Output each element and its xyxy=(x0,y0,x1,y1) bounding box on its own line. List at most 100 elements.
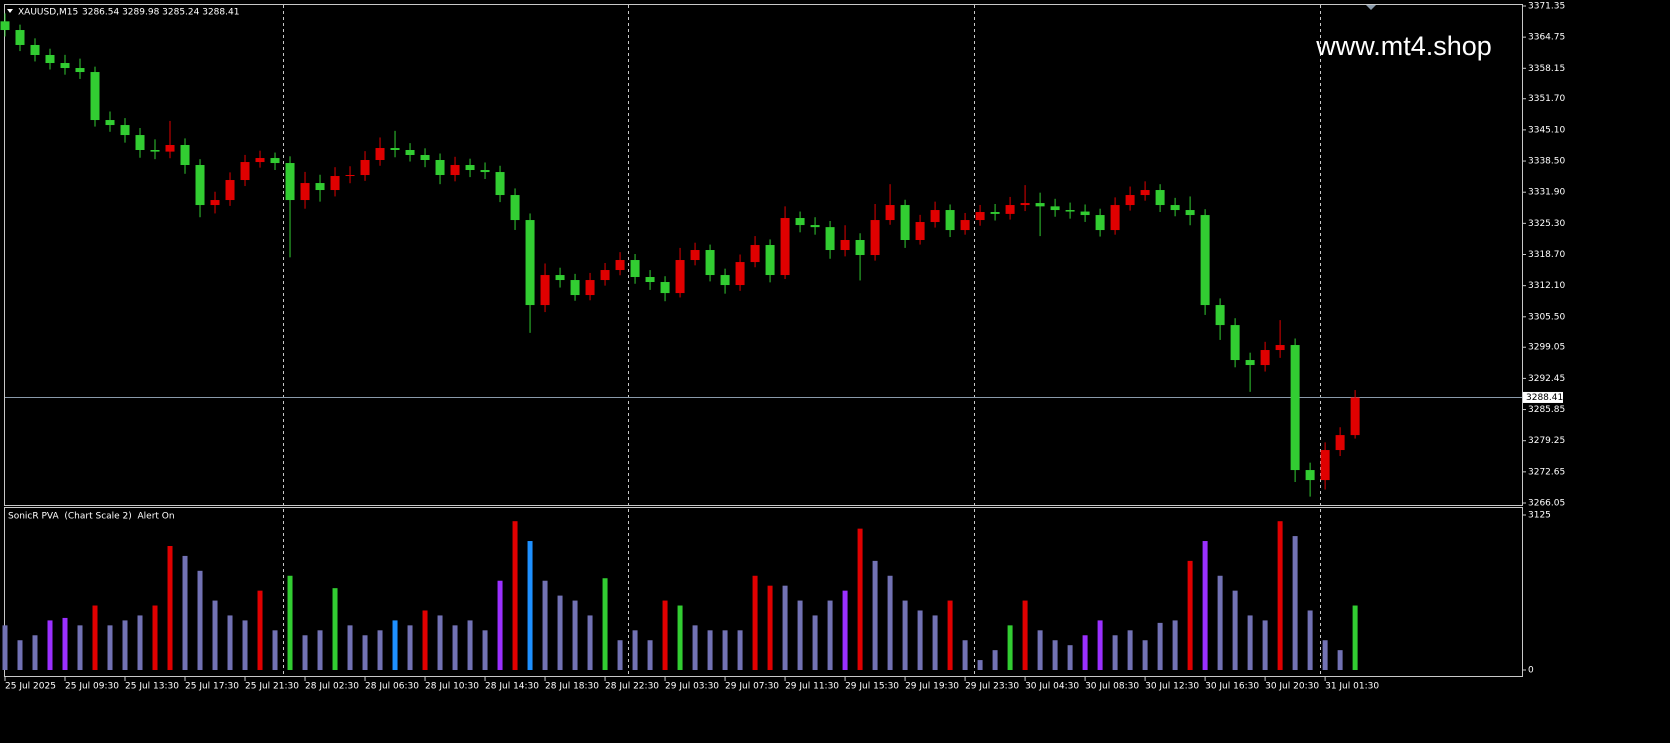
volume-bar xyxy=(407,625,413,670)
y-tick-label: 3312.10 xyxy=(1528,281,1565,291)
volume-bar xyxy=(257,590,263,670)
candle-body xyxy=(315,183,325,191)
y-tick-label: 0 xyxy=(1528,666,1534,676)
candle-body xyxy=(1320,450,1330,481)
volume-bar xyxy=(392,620,398,670)
volume-bar xyxy=(1292,536,1298,670)
candle-body xyxy=(1080,211,1090,216)
x-tick-label: 25 Jul 13:30 xyxy=(125,682,179,692)
x-tick-label: 29 Jul 15:30 xyxy=(845,682,899,692)
y-tick-label: 3272.65 xyxy=(1528,467,1565,477)
candle-body xyxy=(1200,215,1210,306)
candle-body xyxy=(375,148,385,161)
volume-bar xyxy=(917,610,923,670)
candle-body xyxy=(225,180,235,201)
x-tick-label: 25 Jul 09:30 xyxy=(65,682,119,692)
volume-bar xyxy=(182,555,188,670)
volume-bar xyxy=(632,630,638,670)
volume-bar xyxy=(827,600,833,670)
volume-bar xyxy=(1232,590,1238,670)
volume-bar xyxy=(857,528,863,670)
candle-body xyxy=(405,150,415,156)
volume-bar xyxy=(32,635,38,670)
volume-bar xyxy=(1067,645,1073,670)
volume-bar xyxy=(197,570,203,670)
volume-bar xyxy=(1307,610,1313,670)
candle-body xyxy=(660,282,670,294)
candle-body xyxy=(105,120,115,126)
candle-body xyxy=(735,262,745,286)
candle-body xyxy=(1125,195,1135,206)
candle-body xyxy=(450,165,460,176)
candle-body xyxy=(1170,205,1180,211)
volume-bar xyxy=(572,600,578,670)
candle-body xyxy=(1020,203,1030,206)
volume-bar xyxy=(347,625,353,670)
volume-bar xyxy=(797,600,803,670)
volume-bar xyxy=(1172,620,1178,670)
candle-body xyxy=(30,44,40,55)
volume-bar xyxy=(302,635,308,670)
candle-body xyxy=(795,218,805,226)
candle-body xyxy=(1140,190,1150,196)
candle-body xyxy=(435,160,445,176)
volume-bar xyxy=(362,635,368,670)
candle-body xyxy=(150,150,160,152)
candle-body xyxy=(495,172,505,196)
volume-bar xyxy=(1322,640,1328,670)
volume-bar xyxy=(587,615,593,670)
candle-body xyxy=(840,240,850,251)
volume-bar xyxy=(1097,620,1103,670)
candle-body xyxy=(330,176,340,191)
volume-bar xyxy=(77,625,83,670)
x-tick-label: 28 Jul 18:30 xyxy=(545,682,599,692)
y-tick-label: 3338.50 xyxy=(1528,157,1565,167)
volume-bar xyxy=(452,625,458,670)
volume-bar xyxy=(437,615,443,670)
volume-bar xyxy=(542,580,548,670)
candle-body xyxy=(600,270,610,281)
candle-body xyxy=(1305,470,1315,481)
volume-bar xyxy=(62,617,68,670)
x-tick-label: 31 Jul 01:30 xyxy=(1325,682,1379,692)
candle-body xyxy=(675,260,685,294)
price-tag xyxy=(1523,391,1563,403)
candle-body xyxy=(1185,210,1195,216)
volume-bar xyxy=(1187,560,1193,670)
volume-bar xyxy=(242,620,248,670)
candle-body xyxy=(825,227,835,251)
menu-arrow[interactable] xyxy=(7,9,13,13)
candle-body xyxy=(60,63,70,69)
volume-bar xyxy=(647,640,653,670)
volume-bar xyxy=(287,575,293,670)
candle-body xyxy=(180,144,190,166)
candle-body xyxy=(1050,206,1060,211)
volume-bar xyxy=(752,575,758,670)
volume-bar xyxy=(422,610,428,670)
candle-body xyxy=(45,54,55,64)
candle-body xyxy=(210,200,220,206)
y-tick-label: 3285.85 xyxy=(1528,405,1565,415)
watermark: www.mt4.shop xyxy=(1315,31,1492,61)
x-tick-label: 25 Jul 17:30 xyxy=(185,682,239,692)
candle-body xyxy=(465,165,475,171)
volume-bar xyxy=(1337,650,1343,670)
candle-body xyxy=(990,212,1000,214)
candle-body xyxy=(780,218,790,276)
y-tick-label: 3292.45 xyxy=(1528,374,1565,384)
candle-body xyxy=(615,260,625,271)
volume-bar xyxy=(842,590,848,670)
volume-bar xyxy=(962,640,968,670)
x-tick-label: 30 Jul 20:30 xyxy=(1265,682,1319,692)
x-tick-label: 28 Jul 06:30 xyxy=(365,682,419,692)
volume-bar xyxy=(17,640,23,670)
y-tick-label: 3266.05 xyxy=(1528,499,1565,509)
candle-body xyxy=(1290,345,1300,471)
volume-bar xyxy=(557,595,563,670)
y-tick-label: 3358.15 xyxy=(1528,64,1565,74)
volume-bar xyxy=(212,600,218,670)
candle-body xyxy=(510,195,520,221)
x-tick-label: 28 Jul 22:30 xyxy=(605,682,659,692)
